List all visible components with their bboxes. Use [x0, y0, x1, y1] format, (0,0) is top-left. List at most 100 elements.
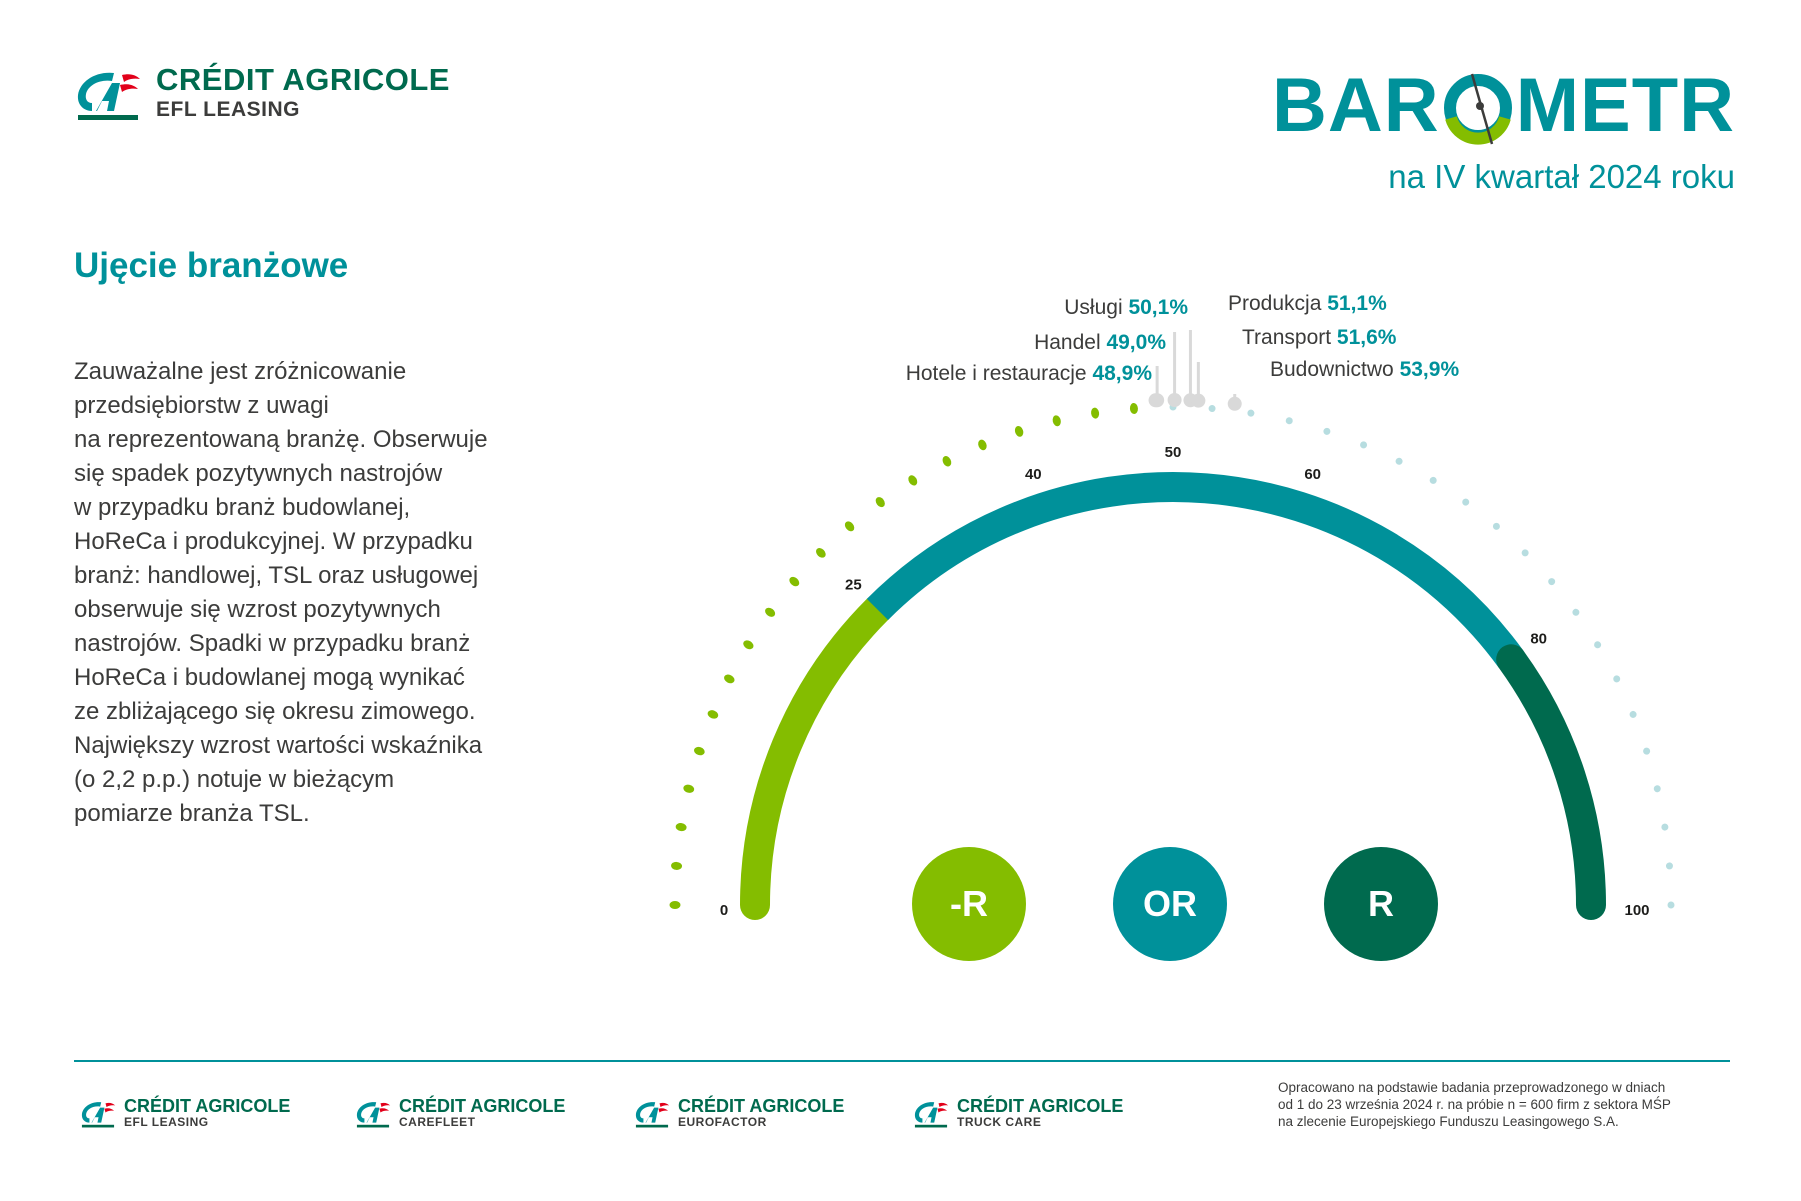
footnote-line: Opracowano na podstawie badania przeprow… — [1278, 1080, 1666, 1095]
gauge-scale-dot — [765, 607, 776, 617]
credit-agricole-logo-icon — [77, 72, 140, 120]
sector-value: 51,6% — [1337, 326, 1397, 349]
gauge-scale-dot — [1594, 641, 1602, 649]
barometr-gauge-icon — [1442, 66, 1514, 146]
section-title: Ujęcie branżowe — [74, 246, 349, 285]
footer-brand-name: CRÉDIT AGRICOLE — [678, 1096, 845, 1116]
gauge-scale-dot — [816, 548, 826, 558]
credit-agricole-logo-icon — [635, 1102, 670, 1128]
gauge-scale-dot — [1548, 578, 1556, 586]
body-line: obserwuje się wzrost pozytywnych — [74, 596, 441, 623]
barometr-logo: BAR METR na IV kwartał 2024 roku — [1272, 63, 1735, 206]
sector-marker — [1227, 396, 1242, 411]
body-line: w przypadku branż budowlanej, — [74, 494, 411, 521]
body-line: na reprezentowaną branżę. Obserwuje — [74, 426, 488, 453]
sector-name: Budownictwo — [1270, 358, 1400, 381]
credit-agricole-logo-icon — [81, 1102, 116, 1128]
gauge-scale-dot — [671, 861, 683, 870]
body-line: Największy wzrost wartości wskaźnika — [74, 732, 483, 759]
gauge-scale-dot — [1661, 823, 1669, 831]
sector-label: Handel 49,0% — [1034, 331, 1166, 354]
brand-name: CRÉDIT AGRICOLE — [156, 62, 450, 97]
sector-marker — [1167, 393, 1182, 408]
gauge-tick-label: 40 — [1025, 466, 1042, 483]
gauge-tick-label: 0 — [720, 902, 728, 919]
sector-marker — [1191, 393, 1206, 408]
gauge-scale-dot — [1667, 901, 1675, 909]
sector-name: Produkcja — [1228, 292, 1327, 315]
footnote: Opracowano na podstawie badania przeprow… — [1278, 1079, 1738, 1130]
gauge-scale-dot — [669, 901, 681, 909]
body-line: (o 2,2 p.p.) notuje w bieżącym — [74, 766, 395, 793]
sector-label: Produkcja 51,1% — [1228, 292, 1387, 315]
zone-badge-growth: R — [1324, 847, 1438, 961]
sector-name: Transport — [1242, 326, 1337, 349]
gauge-scale-dot — [724, 674, 735, 684]
footer-brand-sub: CAREFLEET — [399, 1115, 476, 1129]
barometr-subtitle: na IV kwartał 2024 roku — [1388, 158, 1735, 195]
sector-value: 51,1% — [1327, 292, 1387, 315]
footer-brand-truckcare: CRÉDIT AGRICOLE TRUCK CARE — [911, 1097, 1123, 1129]
gauge-scale-dot — [1395, 457, 1403, 465]
footer-brand-name: CRÉDIT AGRICOLE — [399, 1096, 566, 1116]
gauge-tick-label: 25 — [845, 576, 862, 593]
gauge-scale-dot — [1208, 405, 1216, 413]
credit-agricole-logo-icon — [914, 1102, 949, 1128]
gauge-scale-dot — [1429, 476, 1437, 484]
gauge-scale-dot — [1014, 425, 1024, 437]
body-line: HoReCa i produkcyjnej. W przypadku — [74, 528, 473, 555]
footer-brand-carefleet: CRÉDIT AGRICOLE CAREFLEET — [353, 1097, 565, 1129]
gauge-scale-dot — [1521, 549, 1529, 557]
gauge-scale-dot — [1360, 441, 1368, 449]
gauge-tick-label: 80 — [1530, 630, 1547, 647]
gauge-scale-dot — [1323, 427, 1331, 435]
zone-badge-recession: -R — [912, 847, 1026, 961]
sector-marker — [1148, 393, 1163, 408]
body-line: przedsiębiorstw z uwagi — [74, 392, 329, 419]
gauge-scale-dot — [693, 746, 705, 756]
gauge-scale-dot — [908, 475, 918, 486]
gauge-scale-dot — [844, 521, 855, 532]
body-line: nastrojów. Spadki w przypadku branż — [74, 630, 471, 657]
gauge-tick-label: 60 — [1304, 466, 1321, 483]
footer-brand-sub: EUROFACTOR — [678, 1115, 767, 1129]
gauge-scale-dot — [1643, 747, 1651, 755]
gauge-scale-dot — [1129, 403, 1138, 415]
barometr-word-right: METR — [1515, 63, 1735, 148]
gauge-scale-dot — [1492, 522, 1500, 530]
body-line: HoReCa i budowlanej mogą wynikać — [74, 664, 465, 691]
gauge-scale-dot — [683, 784, 695, 793]
footnote-line: na zlecenie Europejskiego Funduszu Leasi… — [1278, 1114, 1619, 1129]
gauge-scale-dot — [1091, 407, 1100, 419]
gauge-scale-dot — [743, 640, 754, 650]
footer-brand-efl: CRÉDIT AGRICOLE EFL LEASING — [78, 1097, 290, 1129]
sector-label: Budownictwo 53,9% — [1270, 358, 1459, 381]
footer-brand-name: CRÉDIT AGRICOLE — [957, 1096, 1124, 1116]
footer-brand-eurofactor: CRÉDIT AGRICOLE EUROFACTOR — [632, 1097, 844, 1129]
sector-name: Hotele i restauracje — [906, 362, 1093, 385]
sector-value: 49,0% — [1106, 331, 1166, 354]
footer-brand-sub: TRUCK CARE — [957, 1115, 1042, 1129]
gauge-scale-dot — [1285, 417, 1293, 425]
gauge-scale-dot — [1462, 498, 1470, 506]
sector-name: Usługi — [1064, 296, 1128, 319]
sector-value: 50,1% — [1128, 296, 1188, 319]
sector-value: 53,9% — [1400, 358, 1460, 381]
gauge-scale-dot — [1613, 675, 1621, 683]
footer-divider — [74, 1060, 1730, 1062]
gauge-scale-dot — [675, 823, 687, 832]
sector-name: Handel — [1034, 331, 1106, 354]
gauge-scale-dot — [942, 456, 952, 467]
sector-label: Hotele i restauracje 48,9% — [906, 362, 1153, 385]
gauge-scale-dot — [978, 439, 987, 451]
gauge-scale-dot — [789, 576, 800, 587]
footer-brand-sub: EFL LEASING — [124, 1115, 209, 1129]
gauge-zone-arc — [1496, 644, 1606, 920]
gauge-scale-dot — [1247, 409, 1255, 417]
gauge-scale-dot — [1572, 608, 1580, 616]
body-line: ze zbliżającego się okresu zimowego. — [74, 698, 476, 725]
sector-label: Transport 51,6% — [1242, 326, 1397, 349]
gauge-tick-label: 100 — [1624, 902, 1649, 919]
footnote-line: od 1 do 23 września 2024 r. na próbie n … — [1278, 1097, 1671, 1112]
